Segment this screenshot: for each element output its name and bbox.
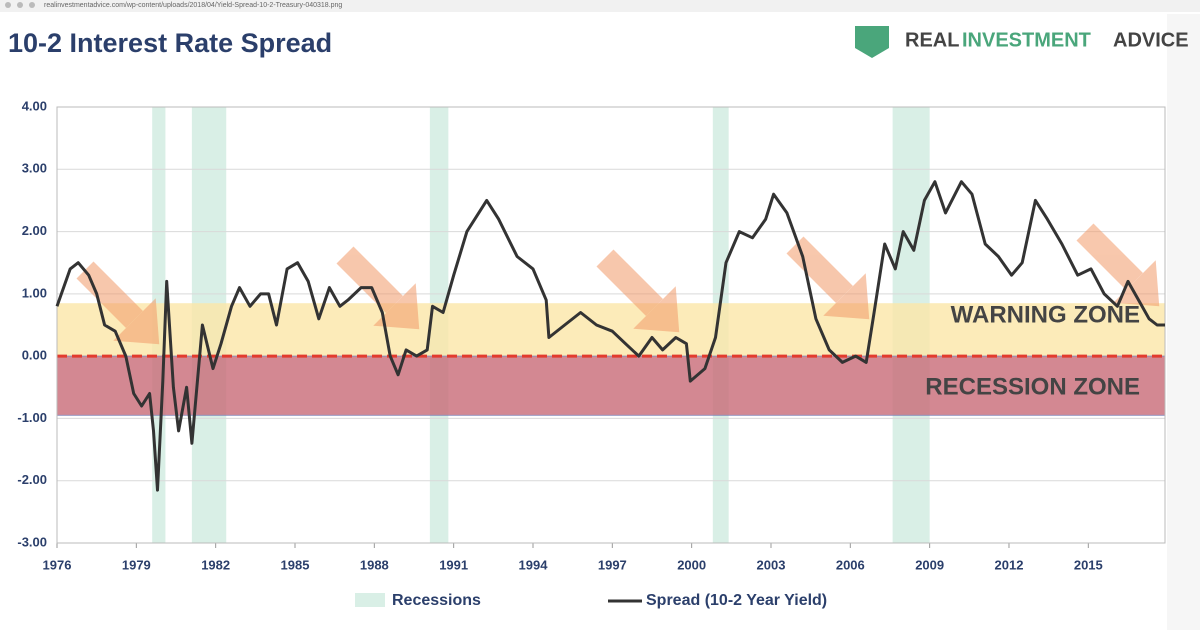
zone-label: RECESSION ZONE — [925, 373, 1140, 400]
x-tick-label: 2015 — [1074, 557, 1103, 572]
x-tick-label: 2006 — [836, 557, 865, 572]
logo-icon — [855, 26, 889, 58]
zone-label: WARNING ZONE — [951, 301, 1140, 328]
legend-label: Recessions — [392, 592, 481, 609]
y-tick-label: 2.00 — [22, 223, 47, 238]
logo: REAL INVESTMENT ADVICE — [855, 26, 1189, 58]
trend-arrow — [786, 236, 870, 320]
x-tick-label: 1997 — [598, 557, 627, 572]
nav-button[interactable] — [5, 2, 11, 8]
arrow-head — [113, 298, 160, 345]
y-tick-label: -3.00 — [17, 534, 47, 549]
arrow-shaft — [1076, 223, 1143, 290]
y-tick-label: 1.00 — [22, 285, 47, 300]
x-tick-label: 2003 — [757, 557, 786, 572]
series-line — [55, 180, 1165, 492]
browser-bar — [0, 0, 1200, 12]
nav-button[interactable] — [17, 2, 23, 8]
arrow-head — [1113, 260, 1160, 307]
chart-title: 10-2 Interest Rate Spread — [8, 28, 332, 58]
logo-word: INVESTMENT — [962, 29, 1091, 51]
x-tick-label: 2009 — [915, 557, 944, 572]
trend-arrow — [596, 249, 680, 333]
nav-button[interactable] — [29, 2, 35, 8]
arrow-shaft — [786, 236, 853, 303]
url[interactable]: realinvestmentadvice.com/wp-content/uplo… — [44, 2, 342, 9]
x-tick-label: 2000 — [677, 557, 706, 572]
y-tick-label: 3.00 — [22, 161, 47, 176]
x-tick-label: 1991 — [439, 557, 468, 572]
x-tick-label: 2012 — [995, 557, 1024, 572]
arrow-head — [633, 286, 680, 333]
trend-arrow — [1076, 223, 1160, 307]
y-tick-label: -1.00 — [17, 410, 47, 425]
arrow-shaft — [336, 246, 403, 313]
x-tick-label: 1985 — [281, 557, 310, 572]
x-tick-label: 1994 — [519, 557, 549, 572]
logo-word: REAL — [905, 29, 959, 51]
arrow-shaft — [76, 261, 143, 328]
x-tick-label: 1982 — [201, 557, 230, 572]
x-tick-label: 1979 — [122, 557, 151, 572]
y-tick-label: 0.00 — [22, 348, 47, 363]
plot: -3.00 -2.00 -1.00 0.00 1.00 2.00 3.00 4.00 1976 1… — [17, 98, 1166, 609]
x-tick-label: 1988 — [360, 557, 389, 572]
logo-word: ADVICE — [1113, 29, 1189, 51]
side-panel — [1167, 14, 1200, 630]
y-tick-label: -2.00 — [17, 472, 47, 487]
x-tick-label: 1976 — [43, 557, 72, 572]
legend-swatch — [355, 593, 385, 607]
y-tick-label: 4.00 — [22, 98, 47, 113]
legend-label: Spread (10-2 Year Yield) — [646, 592, 827, 609]
arrow-shaft — [596, 249, 663, 316]
arrow-head — [823, 273, 870, 320]
zone — [56, 355, 1166, 416]
trend-arrow — [76, 261, 160, 345]
